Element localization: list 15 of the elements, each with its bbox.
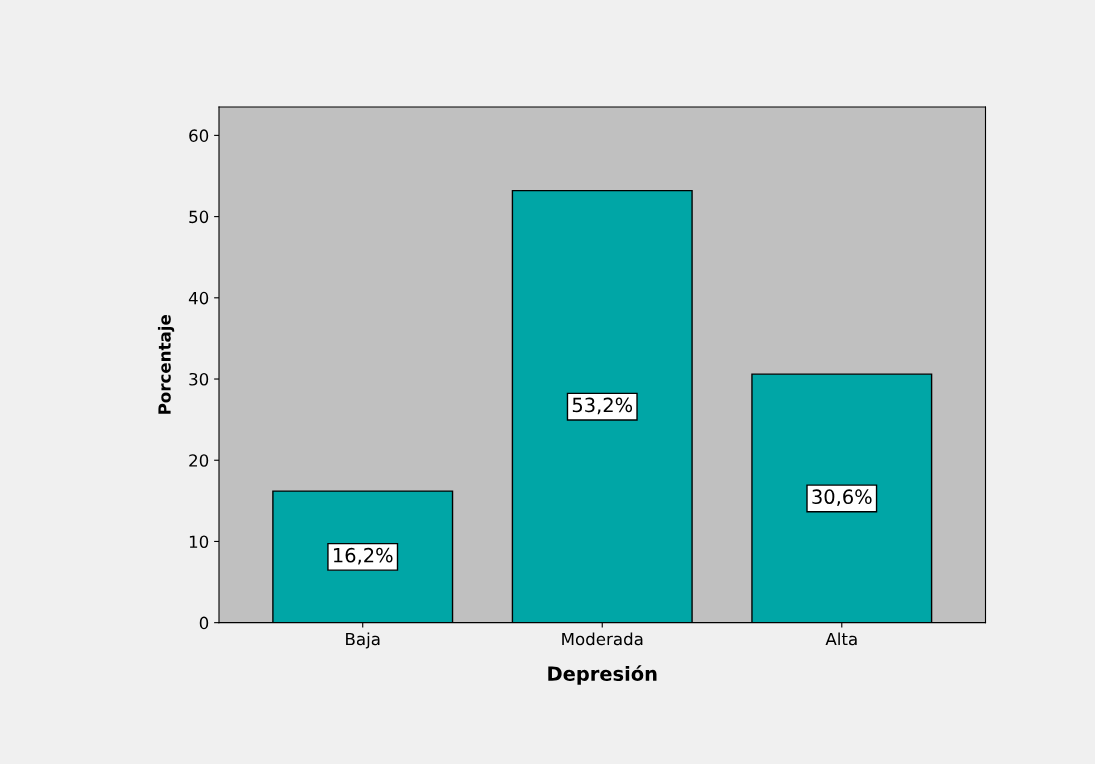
y-tick-label: 50 <box>189 210 209 224</box>
data-label: 16,2% <box>333 547 393 565</box>
y-tick-label: 40 <box>188 291 209 305</box>
data-label: 53,2% <box>572 397 633 415</box>
x-tick-label: Moderada <box>562 632 643 646</box>
y-tick-label: 60 <box>189 129 209 142</box>
data-label: 30,6% <box>812 489 872 507</box>
x-tick-label: Baja <box>346 632 380 649</box>
y-tick-label: 10 <box>189 535 209 549</box>
y-tick-label: 20 <box>189 454 209 467</box>
y-tick-label: 0 <box>199 616 209 630</box>
y-axis-title: Porcentaje <box>157 315 175 414</box>
x-axis-title: Depresión <box>548 665 657 685</box>
x-tick-label: Alta <box>825 632 857 646</box>
y-tick-label: 30 <box>189 372 209 386</box>
